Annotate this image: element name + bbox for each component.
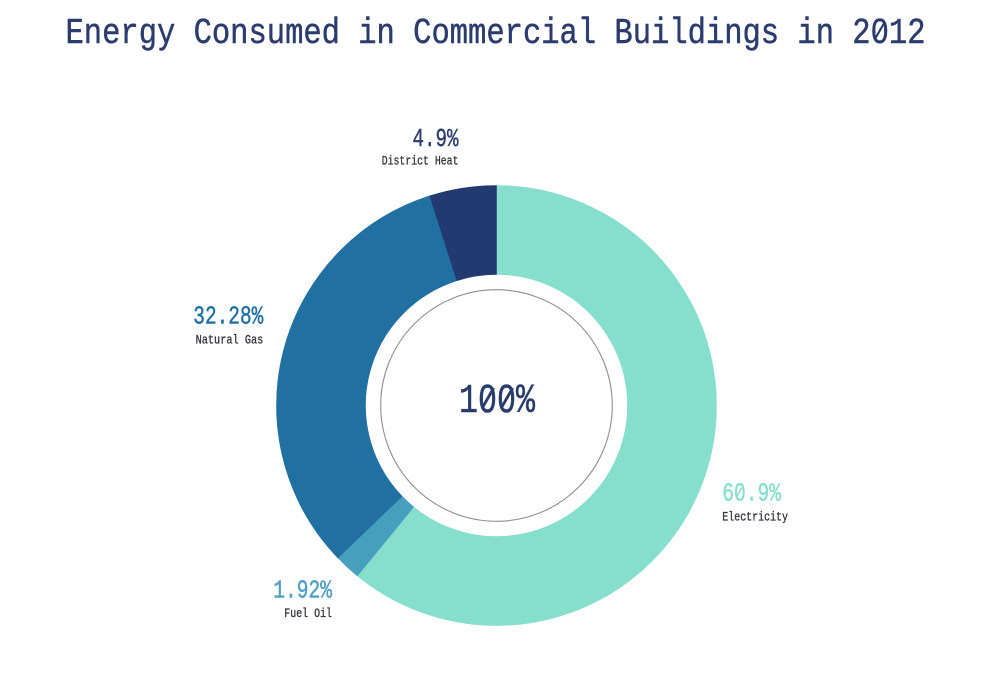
svg-text:60.9%: 60.9% bbox=[722, 479, 781, 509]
svg-text:Electricity: Electricity bbox=[722, 510, 788, 525]
svg-text:Energy Consumed in Commercial: Energy Consumed in Commercial Buildings … bbox=[66, 13, 926, 54]
svg-text:100%: 100% bbox=[459, 379, 535, 425]
svg-text:Natural Gas: Natural Gas bbox=[196, 332, 264, 347]
svg-text:District Heat: District Heat bbox=[382, 154, 459, 169]
svg-text:Fuel Oil: Fuel Oil bbox=[284, 606, 332, 621]
svg-text:32.28%: 32.28% bbox=[193, 301, 263, 331]
svg-text:4.9%: 4.9% bbox=[413, 124, 459, 154]
svg-text:1.92%: 1.92% bbox=[273, 576, 332, 606]
